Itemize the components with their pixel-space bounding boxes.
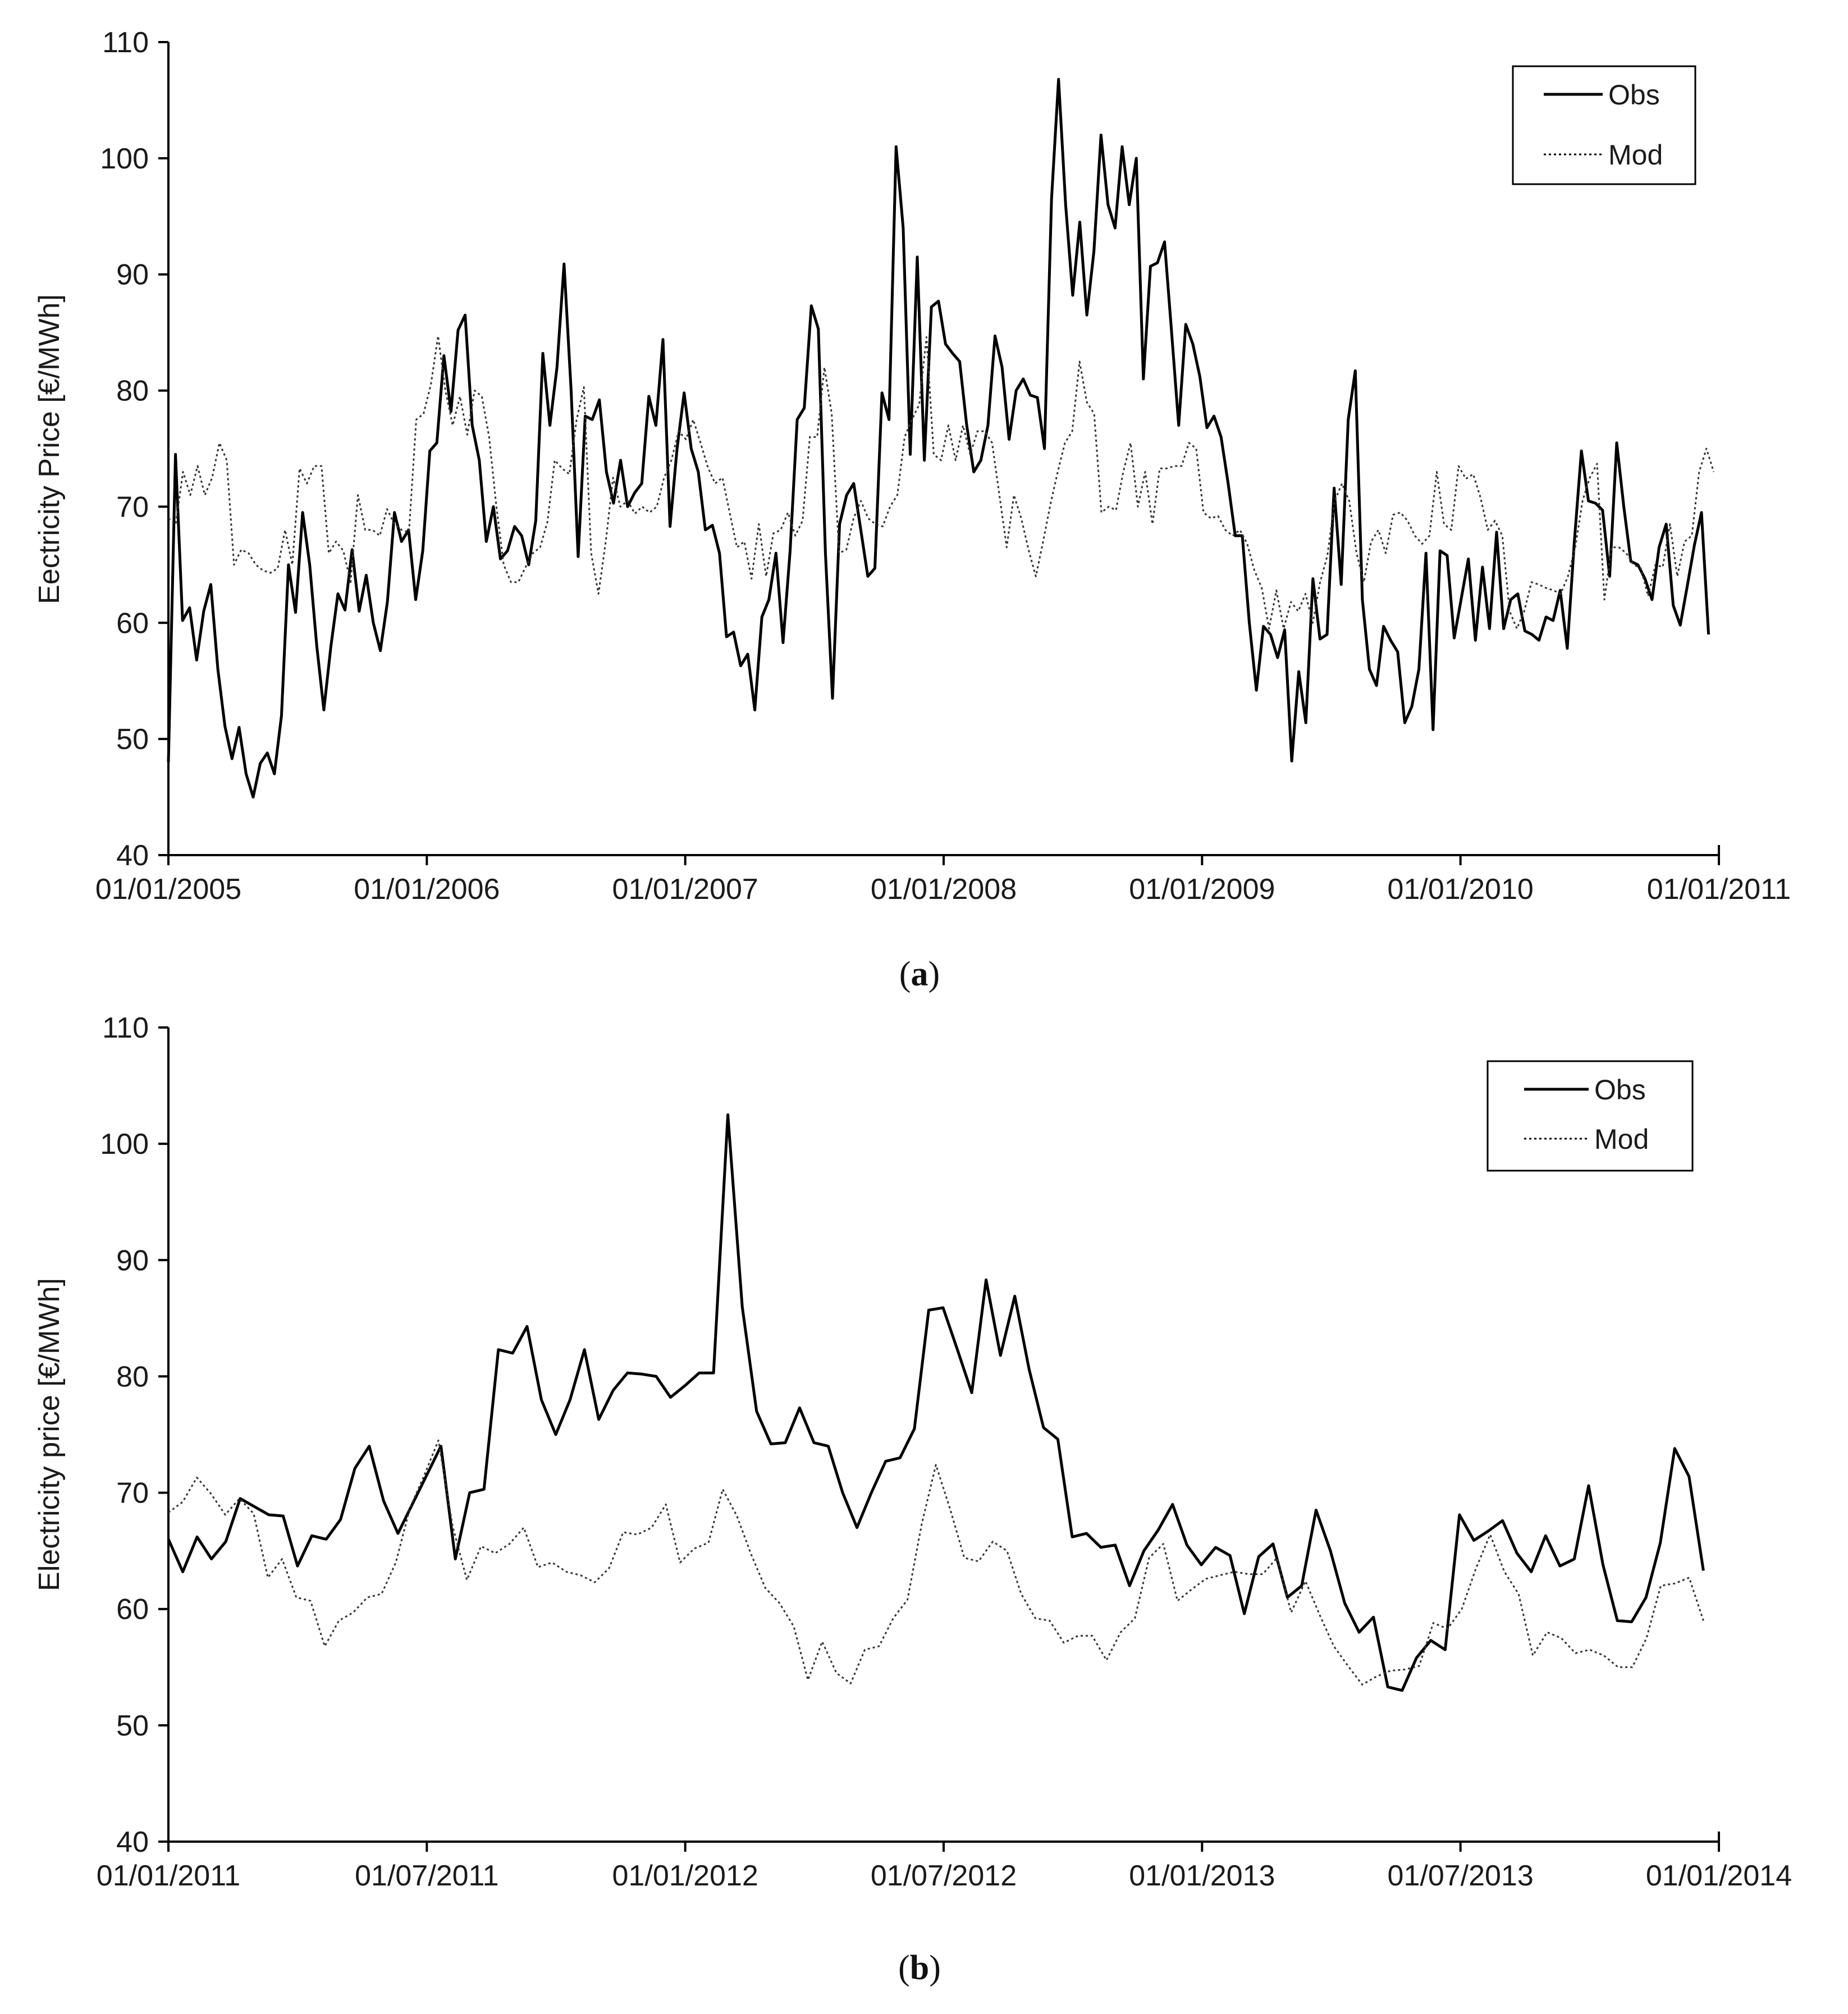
legend-label-mod-b: Mod [1594,1124,1649,1155]
y-tick-label-b-90: 90 [116,1244,149,1277]
legend-box-b [1486,1060,1694,1172]
legend-a: Obs Mod [1512,65,1696,185]
y-tick-label-b-60: 60 [116,1593,149,1626]
x-tick-label-b-4: 01/01/2013 [1129,1860,1275,1892]
y-tick-label-a-90: 90 [116,259,149,291]
chart-panel-a: 40 50 60 70 80 90 100 110 01/01/2005 01/01/2006 01… [33,26,1791,993]
ticks-b: 40 50 60 70 80 90 100 110 01/01/2011 01/07/2011 01… [97,1012,1792,1892]
y-tick-label-a-100: 100 [100,143,149,175]
x-tick-label-a-5: 01/01/2010 [1388,873,1534,906]
y-tick-label-a-40: 40 [116,839,149,872]
series-line-obs-a [167,77,1710,799]
y-tick-label-b-100: 100 [100,1128,149,1161]
y-tick-label-a-70: 70 [116,491,149,523]
x-tick-label-a-1: 01/01/2006 [354,873,500,906]
y-axis-title-b: Electricity price [€/MWh] [33,1278,66,1591]
panel-caption-letter-a: a [911,955,928,993]
legend-b: Obs Mod [1486,1060,1694,1172]
legend-label-obs-b: Obs [1594,1074,1646,1106]
panel-caption-a: (a) [899,955,940,993]
x-tick-label-b-3: 01/07/2012 [871,1860,1017,1892]
y-tick-label-b-40: 40 [116,1826,149,1858]
y-axis-title-a: Eectricity Price [€/MWh] [33,294,66,604]
ticks-a: 40 50 60 70 80 90 100 110 01/01/2005 01/01/2006 01… [95,26,1791,906]
y-tick-label-a-60: 60 [116,607,149,640]
x-tick-label-b-2: 01/01/2012 [612,1860,758,1892]
x-tick-label-a-6: 01/01/2011 [1647,873,1791,906]
series-line-obs-b [167,1113,1705,1692]
y-tick-label-a-50: 50 [116,723,149,756]
x-tick-label-b-5: 01/07/2013 [1388,1860,1534,1892]
x-tick-label-a-3: 01/01/2008 [871,873,1017,906]
legend-label-obs-a: Obs [1608,79,1660,111]
series-group-b [167,1113,1705,1692]
x-tick-label-b-6: 01/01/2014 [1646,1860,1792,1892]
y-tick-label-b-80: 80 [116,1360,149,1393]
x-tick-label-b-1: 01/07/2011 [355,1860,498,1892]
x-tick-label-a-4: 01/01/2009 [1129,873,1275,906]
panel-caption-b: (b) [898,1949,941,1987]
y-tick-label-b-50: 50 [116,1710,149,1742]
x-tick-label-a-2: 01/01/2007 [612,873,758,906]
series-line-mod-a [168,335,1715,630]
y-tick-label-b-110: 110 [102,1012,149,1044]
y-tick-label-a-80: 80 [116,375,149,408]
chart-panel-b: 40 50 60 70 80 90 100 110 01/01/2011 01/07/2011 01… [33,1012,1792,1987]
series-group-a [167,77,1715,799]
series-line-mod-b [168,1439,1704,1686]
plot-area-a [167,42,1720,856]
x-tick-label-a-0: 01/01/2005 [95,873,241,906]
plot-area-b [167,1027,1720,1843]
x-tick-label-b-0: 01/01/2011 [97,1860,240,1892]
legend-box-a [1512,65,1696,185]
y-tick-label-a-110: 110 [102,26,149,59]
legend-label-mod-a: Mod [1608,139,1663,171]
panel-caption-letter-b: b [910,1949,929,1987]
y-tick-label-b-70: 70 [116,1477,149,1510]
